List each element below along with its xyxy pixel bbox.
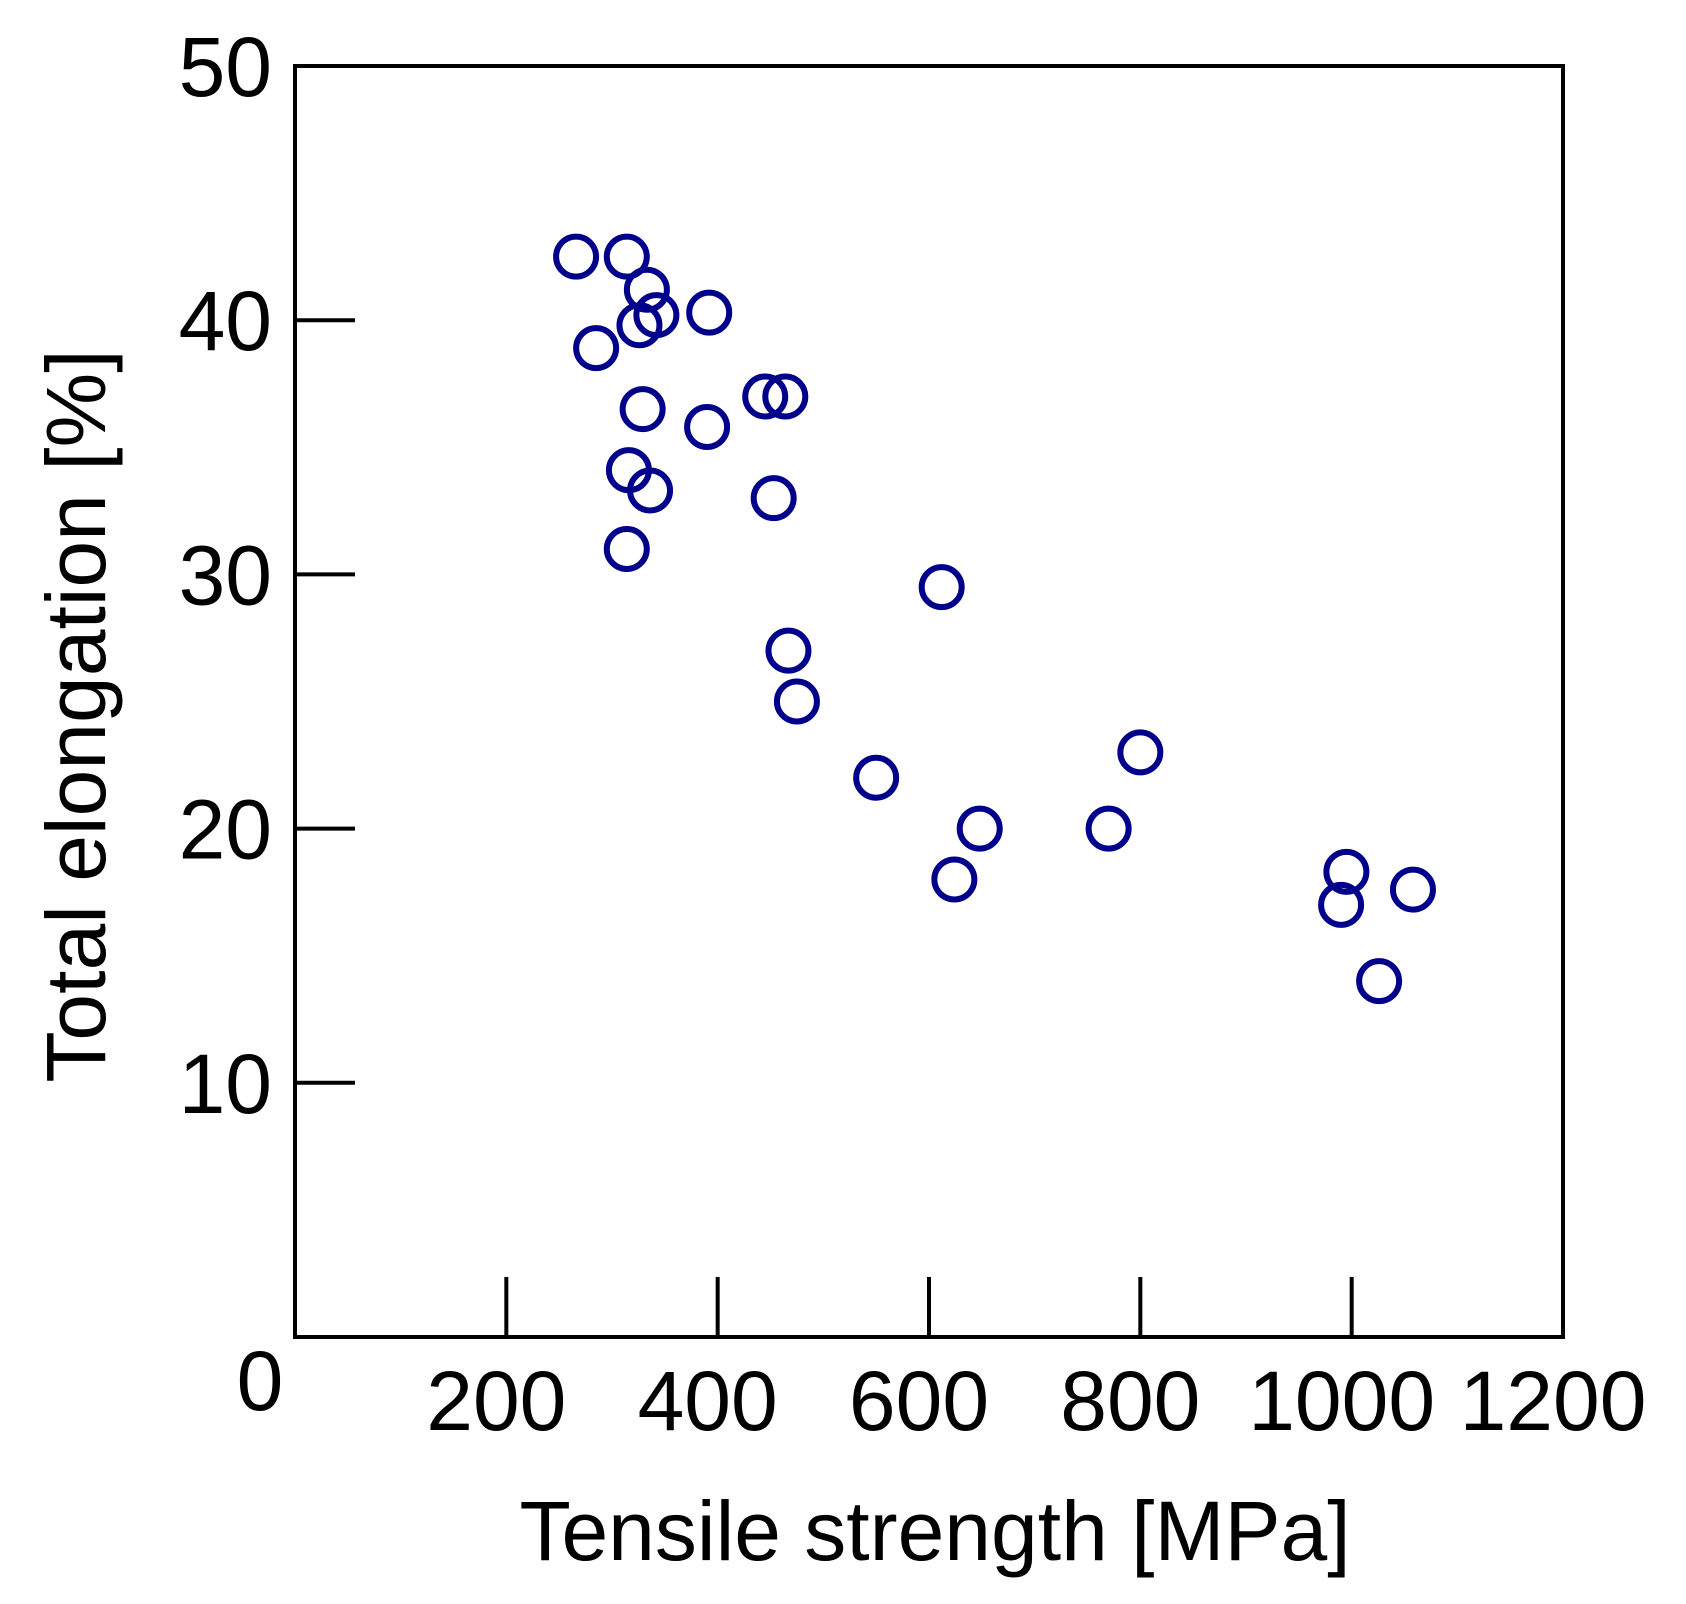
data-point	[627, 467, 674, 514]
x-tick-label: 1000	[1248, 1354, 1435, 1448]
data-points	[553, 233, 1436, 1005]
x-tick-label: 800	[1060, 1354, 1200, 1448]
data-point	[1323, 848, 1370, 895]
data-point	[853, 754, 900, 801]
data-point	[619, 386, 666, 433]
data-point	[1356, 958, 1403, 1005]
x-tick-label: 1200	[1460, 1354, 1647, 1448]
data-point	[1318, 881, 1365, 928]
y-tick-label: 10	[179, 1037, 272, 1131]
x-axis-title: Tensile strength [MPa]	[519, 1484, 1350, 1578]
data-point	[918, 564, 965, 611]
y-tick-label: 40	[179, 274, 272, 368]
y-axis-title: Total elongation [%]	[29, 349, 123, 1082]
data-point	[686, 289, 733, 336]
data-point	[1389, 866, 1436, 913]
data-point	[553, 233, 600, 280]
data-point	[603, 233, 650, 280]
data-point	[773, 678, 820, 725]
origin-label: 0	[237, 1334, 284, 1428]
x-tick-label: 600	[849, 1354, 989, 1448]
data-point	[684, 403, 731, 450]
data-point	[750, 475, 797, 522]
plot-frame	[293, 64, 1565, 1339]
data-point	[931, 856, 978, 903]
data-point	[956, 805, 1003, 852]
data-point	[573, 325, 620, 372]
x-tick-label: 200	[426, 1354, 566, 1448]
data-point	[762, 373, 809, 420]
x-axis-ticks: 200 400 600 800 1000 1200	[426, 1277, 1646, 1448]
x-tick-label: 400	[638, 1354, 778, 1448]
y-tick-label: 30	[179, 528, 272, 622]
data-point	[633, 292, 680, 339]
data-point	[1085, 805, 1132, 852]
y-axis-ticks: 10 20 30 40 50	[179, 20, 355, 1131]
y-tick-label: 20	[179, 783, 272, 877]
data-point	[603, 525, 650, 572]
data-point	[765, 627, 812, 674]
data-point	[742, 373, 789, 420]
y-tick-label: 50	[179, 20, 272, 114]
data-point	[1117, 729, 1164, 776]
